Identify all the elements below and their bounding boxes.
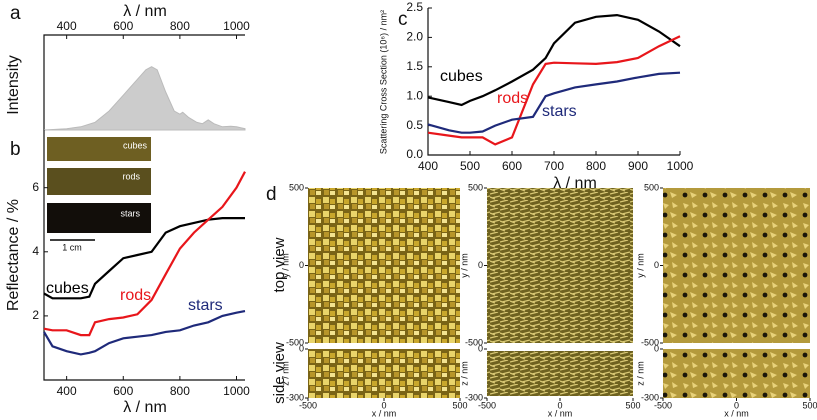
line bbox=[43, 217, 245, 300]
x-axis-label: λ / nm bbox=[123, 3, 167, 20]
x-tick-label: 500 bbox=[452, 400, 467, 410]
panel-label: b bbox=[10, 139, 21, 160]
z-axis-label: z / nm bbox=[459, 361, 469, 386]
x-tick-label: 400 bbox=[418, 159, 438, 173]
y-axis-label: y / nm bbox=[459, 253, 469, 278]
series-label: cubes bbox=[46, 280, 89, 297]
z-tick-label: -300 bbox=[286, 392, 304, 402]
z-tick-label: 0 bbox=[299, 343, 304, 353]
inset-label: rods bbox=[122, 171, 140, 181]
x-tick-label: 1000 bbox=[667, 159, 694, 173]
y-tick-label: 6 bbox=[32, 180, 39, 194]
z-tick-label: -300 bbox=[641, 392, 659, 402]
y-tick-label: 0.0 bbox=[406, 147, 423, 161]
inset-label: stars bbox=[120, 208, 140, 218]
y-tick-label: 500 bbox=[468, 182, 483, 192]
panel-label: d bbox=[266, 184, 277, 205]
y-axis-label: Intensity bbox=[5, 55, 22, 115]
x-axis-label: λ / nm bbox=[123, 399, 167, 416]
y-tick-label: -500 bbox=[465, 337, 483, 347]
y-tick-label: 2.0 bbox=[406, 30, 423, 44]
render-stars-side bbox=[663, 349, 810, 398]
render-rods-top bbox=[487, 188, 633, 343]
x-tick-label: -500 bbox=[478, 400, 496, 410]
line bbox=[427, 35, 681, 146]
x-tick-label: 600 bbox=[502, 159, 522, 173]
series-label: stars bbox=[188, 297, 223, 314]
x-tick-label: -500 bbox=[654, 400, 672, 410]
z-axis-label: z / nm bbox=[280, 361, 290, 386]
y-axis-label: Reflectance / % bbox=[5, 199, 22, 311]
x-tick-label: 800 bbox=[170, 19, 190, 33]
area bbox=[43, 66, 246, 131]
axis-line bbox=[43, 34, 245, 130]
y-tick-label: 0 bbox=[299, 260, 304, 270]
series-label: rods bbox=[497, 90, 528, 107]
x-tick-label: 600 bbox=[113, 384, 133, 398]
y-tick-label: 4 bbox=[32, 244, 39, 258]
line bbox=[427, 71, 681, 134]
render-cubes-top bbox=[308, 188, 460, 343]
z-axis-label: z / nm bbox=[635, 361, 645, 386]
x-tick-label: 0 bbox=[734, 400, 739, 410]
x-tick-label: 900 bbox=[628, 159, 648, 173]
y-tick-label: 2 bbox=[32, 308, 39, 322]
y-tick-label: -500 bbox=[286, 337, 304, 347]
photo-cubes bbox=[47, 137, 151, 161]
photo-stars bbox=[47, 203, 151, 233]
x-tick-label: 700 bbox=[544, 159, 564, 173]
render-rods-side bbox=[487, 351, 633, 396]
y-tick-label: 2.5 bbox=[406, 0, 423, 14]
x-axis-label: λ / nm bbox=[553, 175, 597, 192]
x-tick-label: 400 bbox=[57, 384, 77, 398]
x-tick-label: 800 bbox=[170, 384, 190, 398]
x-tick-label: 400 bbox=[57, 19, 77, 33]
z-tick-label: -300 bbox=[465, 392, 483, 402]
axis-line bbox=[43, 130, 245, 381]
photo-rods bbox=[47, 168, 151, 195]
x-tick-label: 500 bbox=[460, 159, 480, 173]
row-label: side view bbox=[271, 342, 288, 404]
panel-label: c bbox=[398, 9, 408, 30]
y-axis-label: Scattering Cross Section (10⁶) / nm² bbox=[378, 10, 388, 154]
z-tick-label: 0 bbox=[654, 343, 659, 353]
x-tick-label: 800 bbox=[586, 159, 606, 173]
series-label: rods bbox=[120, 287, 151, 304]
scale-bar-label: 1 cm bbox=[62, 242, 82, 252]
y-tick-label: 500 bbox=[289, 182, 304, 192]
render-stars-top bbox=[663, 188, 810, 343]
series-label: cubes bbox=[440, 68, 483, 85]
line bbox=[43, 171, 246, 337]
y-axis-label: y / nm bbox=[635, 253, 645, 278]
y-tick-label: 0 bbox=[478, 260, 483, 270]
z-tick-label: 0 bbox=[478, 343, 483, 353]
y-tick-label: 500 bbox=[644, 182, 659, 192]
x-tick-label: 1000 bbox=[223, 384, 250, 398]
x-tick-label: 0 bbox=[381, 400, 386, 410]
inset-label: cubes bbox=[123, 140, 148, 150]
render-cubes-side bbox=[308, 349, 460, 398]
row-label: top view bbox=[271, 237, 288, 292]
y-tick-label: 0.5 bbox=[406, 118, 423, 132]
x-axis-label: x / nm bbox=[548, 408, 573, 418]
line bbox=[43, 310, 246, 356]
x-tick-label: 600 bbox=[113, 19, 133, 33]
y-axis-label: y / nm bbox=[280, 253, 290, 278]
panel-label: a bbox=[10, 3, 21, 24]
y-tick-label: 0 bbox=[654, 260, 659, 270]
series-label: stars bbox=[542, 103, 577, 120]
x-tick-label: 500 bbox=[802, 400, 817, 410]
x-tick-label: -500 bbox=[299, 400, 317, 410]
y-tick-label: 1.5 bbox=[406, 59, 423, 73]
y-tick-label: 1.0 bbox=[406, 88, 423, 102]
x-tick-label: 0 bbox=[557, 400, 562, 410]
y-tick-label: -500 bbox=[641, 337, 659, 347]
x-axis-label: x / nm bbox=[724, 408, 749, 418]
x-tick-label: 500 bbox=[625, 400, 640, 410]
x-axis-label: x / nm bbox=[372, 408, 397, 418]
line bbox=[427, 13, 681, 107]
x-tick-label: 1000 bbox=[223, 19, 250, 33]
